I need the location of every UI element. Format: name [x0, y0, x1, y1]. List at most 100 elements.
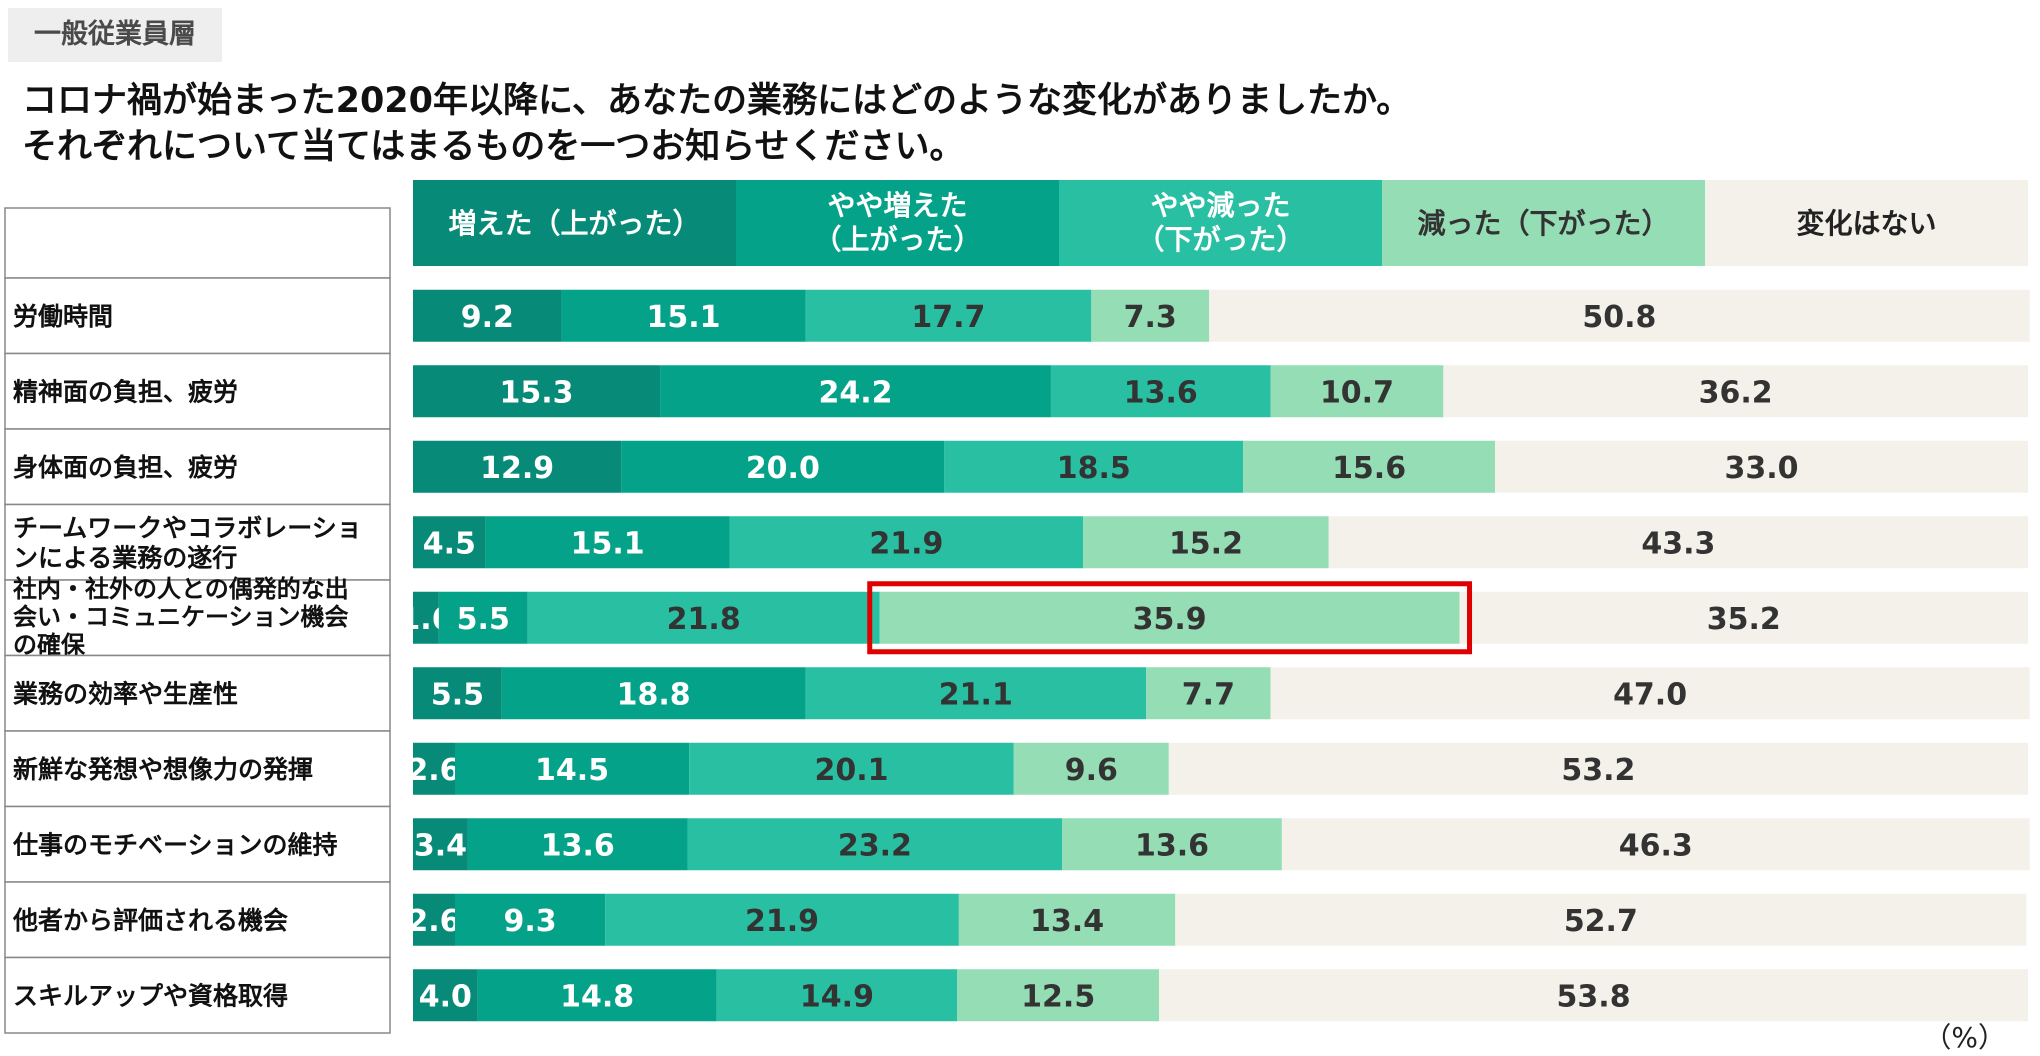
bar-value-label: 5.5: [431, 677, 484, 712]
bar-segment: [1146, 667, 1271, 720]
bar-segment: [1062, 818, 1282, 871]
question-title-line-2: それぞれについて当てはまるものを一つお知らせください。: [22, 127, 965, 167]
bar-segment: [1083, 516, 1329, 569]
bar-value-label: 50.8: [1582, 300, 1656, 335]
bar-segment: [1270, 667, 2030, 720]
bar-segment: [1495, 440, 2028, 493]
category-label: 他者から評価される機会: [12, 906, 288, 935]
bar-value-label: 47.0: [1613, 677, 1687, 712]
bar-value-label: 15.1: [646, 300, 720, 335]
bar-segment: [438, 591, 528, 644]
legend-swatch-2: [1059, 180, 1382, 266]
bar-segment: [413, 742, 455, 795]
bar-value-label: 15.3: [500, 375, 574, 410]
category-label: 社内・社外の人との偶発的な出会い・コミュニケーション機会の確保: [13, 575, 349, 659]
bar-value-label: 12.9: [480, 451, 554, 486]
bar-segment: [1270, 365, 1444, 418]
bar-value-label: 9.2: [461, 300, 514, 335]
bar-value-label: 21.9: [869, 526, 943, 561]
bar-segment: [1050, 365, 1271, 418]
legend-label-2: やや減った（下がった）: [1136, 189, 1304, 256]
question-title-line-1: コロナ禍が始まった2020年以降に、あなたの業務にはどのような変化がありましたか…: [22, 81, 1412, 121]
category-label: 身体面の負担、疲労: [13, 453, 238, 482]
bar-segment: [660, 365, 1051, 418]
bar-value-label: 21.1: [939, 677, 1013, 712]
bar-segment: [413, 591, 439, 644]
bar-segment: [689, 742, 1014, 795]
bar-segment: [1159, 969, 2028, 1022]
bar-segment: [1091, 289, 1210, 342]
bar-segment: [1175, 893, 2027, 946]
bar-segment: [413, 440, 622, 493]
category-label: 精神面の負担、疲労: [13, 377, 238, 406]
legend-swatch-0: [413, 180, 736, 266]
legend-label-4: 変化はない: [1796, 207, 1936, 240]
legend-swatch-3: [1382, 180, 1705, 266]
bar-segment: [958, 893, 1176, 946]
bar-value-label: 3.4: [414, 828, 467, 863]
bar-segment: [1459, 591, 2028, 644]
bar-value-label: 13.4: [1030, 904, 1104, 939]
category-cell: [4, 956, 391, 1034]
bar-segment: [1013, 742, 1169, 795]
section-tag: 一般従業員層: [8, 8, 222, 62]
table-header-cell: [4, 207, 391, 279]
bar-value-label: 21.8: [667, 602, 741, 637]
bar-value-label: 36.2: [1699, 375, 1773, 410]
bar-value-label: 4.5: [423, 526, 476, 561]
legend-swatch-4: [1705, 180, 2028, 266]
bar-segment: [454, 742, 690, 795]
bar-segment: [687, 818, 1063, 871]
category-label: 業務の効率や生産性: [13, 679, 238, 708]
category-cell: [4, 579, 391, 657]
bar-segment: [477, 969, 717, 1022]
bar-segment: [561, 289, 806, 342]
bar-segment: [1328, 516, 2028, 569]
category-cell: [4, 428, 391, 506]
bar-segment: [879, 591, 1460, 644]
bar-value-label: 4.0: [419, 979, 472, 1014]
bar-value-label: 18.8: [617, 677, 691, 712]
bar-value-label: 52.7: [1564, 904, 1638, 939]
bar-segment: [1281, 818, 2030, 871]
bar-segment: [1243, 440, 1496, 493]
highlight-box: [867, 581, 1473, 655]
bar-segment: [944, 440, 1244, 493]
bar-segment: [454, 893, 606, 946]
bar-value-label: 53.8: [1557, 979, 1631, 1014]
bar-value-label: 14.8: [560, 979, 634, 1014]
bar-value-label: 7.3: [1124, 300, 1177, 335]
bar-value-label: 5.5: [457, 602, 510, 637]
bar-segment: [413, 365, 661, 418]
bar-value-label: 14.9: [800, 979, 874, 1014]
bar-value-label: 7.7: [1182, 677, 1235, 712]
bar-segment: [805, 667, 1147, 720]
unit-label: （%）: [1923, 1021, 2006, 1054]
bar-value-label: 20.1: [814, 753, 888, 788]
bar-value-label: 53.2: [1561, 753, 1635, 788]
bar-value-label: 14.5: [535, 753, 609, 788]
legend-label-3: 減った（下がった）: [1417, 207, 1669, 240]
bar-value-label: 2.6: [407, 904, 460, 939]
bar-value-label: 15.2: [1169, 526, 1243, 561]
bar-value-label: 15.6: [1332, 451, 1406, 486]
bar-value-label: 10.7: [1320, 375, 1394, 410]
category-label: 労働時間: [13, 302, 113, 331]
bar-value-label: 23.2: [838, 828, 912, 863]
category-label: 新鮮な発想や想像力の発揮: [13, 755, 313, 784]
bar-segment: [413, 667, 502, 720]
bar-segment: [413, 893, 455, 946]
bar-segment: [527, 591, 880, 644]
legend-label-1: やや増えた（上がった）: [813, 189, 981, 256]
bar-segment: [413, 516, 486, 569]
bar-segment: [1443, 365, 2028, 418]
bar-segment: [413, 289, 562, 342]
bar-segment: [485, 516, 730, 569]
bar-value-label: 13.6: [1135, 828, 1209, 863]
legend-label-0: 増えた（上がった）: [448, 207, 700, 240]
bar-segment: [1209, 289, 2030, 342]
bar-segment: [605, 893, 959, 946]
bar-value-label: 15.1: [571, 526, 645, 561]
bar-segment: [957, 969, 1160, 1022]
